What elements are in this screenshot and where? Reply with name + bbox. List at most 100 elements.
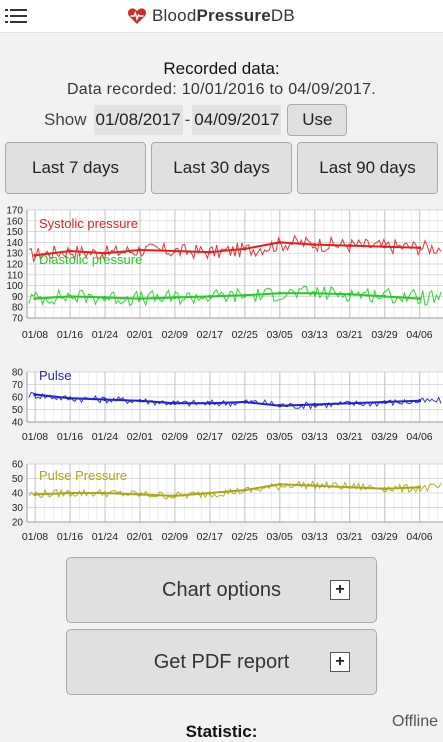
pdf-report-button[interactable]: Get PDF report + <box>66 629 377 695</box>
data-point <box>243 400 247 404</box>
x-tick-label: 03/13 <box>302 329 328 341</box>
series-trend-line <box>34 393 420 407</box>
y-tick-label: 60 <box>12 393 24 404</box>
series-trend-line <box>34 241 420 257</box>
y-tick-label: 140 <box>6 238 23 249</box>
data-point <box>33 296 37 301</box>
data-point <box>208 491 212 495</box>
series-trend-line <box>34 292 420 300</box>
end-date-field[interactable]: 04/09/2017 <box>192 105 282 135</box>
y-tick-label: 70 <box>12 380 24 391</box>
plus-icon: + <box>330 580 350 600</box>
y-tick-label: 150 <box>6 227 23 238</box>
x-tick-label: 01/08 <box>22 431 48 443</box>
app-title: BloodPressureDB <box>152 6 295 25</box>
pulse-chart: 40 50 60 70 80 01/08 01/16 01/24 02/01 02/09 02/17… <box>0 366 443 444</box>
data-point <box>278 482 282 486</box>
x-tick-label: 02/01 <box>127 329 153 341</box>
y-tick-label: 110 <box>7 270 23 281</box>
x-tick-label: 03/29 <box>371 329 397 341</box>
x-tick-label: 02/09 <box>162 431 188 443</box>
pdf-report-label: Get PDF report <box>153 650 290 673</box>
y-tick-label: 60 <box>12 460 24 471</box>
heart-logo-icon <box>127 8 147 24</box>
data-point <box>313 402 317 407</box>
start-date-field[interactable]: 01/08/2017 <box>93 105 183 135</box>
data-point <box>103 251 107 255</box>
data-point <box>208 250 212 254</box>
x-tick-label: 02/09 <box>162 329 188 341</box>
y-tick-label: 100 <box>6 281 23 292</box>
x-tick-label: 03/05 <box>267 329 293 341</box>
y-tick-label: 160 <box>6 216 23 227</box>
x-tick-label: 04/06 <box>406 329 432 341</box>
x-tick-label: 02/09 <box>162 531 188 543</box>
app-logo: BloodPressureDB <box>127 5 295 27</box>
use-date-range-button[interactable]: Use <box>287 104 348 136</box>
date-separator: - <box>184 110 191 129</box>
last-7-days-button[interactable]: Last 7 days <box>5 142 146 194</box>
data-point <box>382 294 387 298</box>
chart-options-label: Chart options <box>162 578 281 601</box>
data-point <box>103 491 107 495</box>
x-tick-label: 03/29 <box>371 531 397 543</box>
data-point <box>348 244 352 248</box>
x-tick-label: 03/05 <box>267 531 293 543</box>
last-30-days-button[interactable]: Last 30 days <box>151 142 292 194</box>
x-tick-label: 03/21 <box>336 531 362 543</box>
data-point <box>313 291 317 295</box>
data-point <box>243 488 247 492</box>
date-filter-row: Show 01/08/2017 - 04/09/2017 Use <box>44 103 348 137</box>
series-label: Pulse Pressure <box>39 468 127 483</box>
x-tick-label: 01/24 <box>92 329 118 341</box>
data-point <box>417 246 422 250</box>
series-label: Diastolic pressure <box>39 252 142 267</box>
x-tick-label: 04/06 <box>406 431 432 443</box>
x-tick-label: 02/01 <box>127 431 153 443</box>
y-tick-label: 30 <box>12 503 24 514</box>
x-tick-label: 01/16 <box>57 531 83 543</box>
data-point <box>348 485 352 489</box>
statistic-title: Statistic: <box>185 722 258 741</box>
recorded-data-range: Data recorded: 10/01/2016 to 04/09/2017. <box>66 81 377 98</box>
x-tick-label: 01/24 <box>92 431 118 443</box>
data-point <box>33 492 37 497</box>
data-point <box>417 399 422 403</box>
hamburger-menu-icon[interactable] <box>5 7 27 25</box>
series-line <box>28 285 442 307</box>
x-tick-label: 02/17 <box>197 329 223 341</box>
data-point <box>208 401 212 405</box>
last-90-days-button[interactable]: Last 90 days <box>297 142 438 194</box>
y-tick-label: 50 <box>12 405 24 416</box>
data-point <box>208 294 212 298</box>
y-tick-label: 90 <box>12 292 24 303</box>
x-tick-label: 03/13 <box>302 531 328 543</box>
data-point <box>382 487 387 491</box>
data-point <box>243 293 247 297</box>
y-tick-label: 120 <box>6 260 23 271</box>
x-tick-label: 02/25 <box>232 329 258 341</box>
y-tick-label: 40 <box>12 489 24 500</box>
x-tick-label: 03/21 <box>336 329 362 341</box>
data-point <box>173 295 177 300</box>
y-tick-label: 70 <box>12 314 24 325</box>
x-tick-label: 01/24 <box>92 531 118 543</box>
x-tick-label: 03/13 <box>302 431 328 443</box>
chart-options-button[interactable]: Chart options + <box>66 557 377 623</box>
y-tick-label: 80 <box>12 368 24 379</box>
data-point <box>348 292 352 296</box>
data-point <box>138 296 142 301</box>
data-point <box>138 248 142 252</box>
data-point <box>417 296 422 301</box>
y-tick-label: 20 <box>12 518 24 529</box>
x-tick-label: 01/16 <box>57 329 83 341</box>
data-point <box>382 400 387 404</box>
top-bar: BloodPressureDB <box>0 0 443 33</box>
data-point <box>313 484 317 488</box>
y-tick-label: 130 <box>6 249 23 260</box>
series-label: Pulse <box>39 368 72 383</box>
y-tick-label: 80 <box>12 303 24 314</box>
offline-status: Offline <box>392 713 438 730</box>
data-point <box>417 485 422 489</box>
x-tick-label: 02/17 <box>197 431 223 443</box>
